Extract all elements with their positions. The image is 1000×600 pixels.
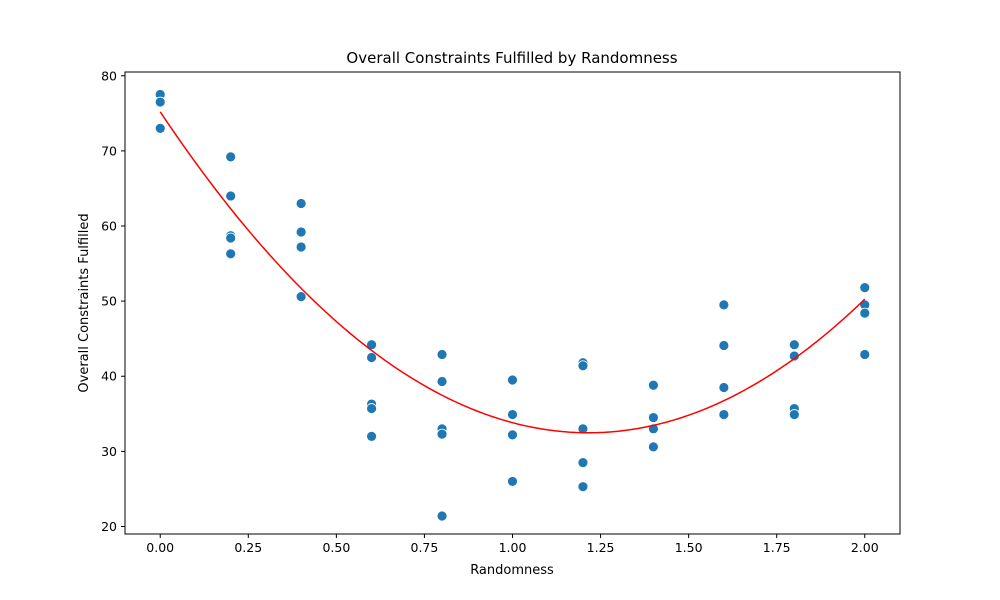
data-point [577,360,589,372]
data-point [295,198,307,209]
x-tick-label: 1.50 [675,540,703,555]
data-point [225,232,237,244]
x-tick-label: 2.00 [851,540,879,555]
data-point [225,190,237,202]
y-axis: 20 30 40 50 60 70 80 [101,68,125,534]
y-tick-label: 70 [101,143,117,158]
data-point [225,151,237,163]
data-point [366,430,377,442]
x-tick-label: 1.00 [499,540,527,555]
y-tick-label: 50 [101,294,117,309]
data-point [436,510,448,522]
data-point [507,429,518,441]
data-point [648,379,659,391]
data-point [577,423,589,435]
y-tick-label: 40 [101,369,117,384]
data-point [859,282,871,294]
data-point [366,352,377,363]
y-tick-label: 30 [101,444,117,459]
data-point [295,241,307,253]
data-point [648,441,659,453]
x-tick-label: 0.25 [234,540,262,555]
data-point [154,96,166,108]
data-point [788,350,800,362]
y-tick-label: 20 [101,519,117,534]
x-axis-label: Randomness [470,563,554,578]
data-point [295,226,307,238]
data-point [577,457,589,469]
x-tick-label: 0.75 [411,540,439,555]
y-axis-label: Overall Constraints Fulfilled [77,213,92,392]
data-point [788,409,800,420]
data-point [718,299,730,311]
data-point [507,476,518,487]
data-point [648,412,659,423]
data-point [295,291,307,303]
x-tick-label: 0.00 [146,540,174,555]
data-point [718,409,730,420]
y-tick-label: 80 [101,68,117,83]
chart-title: Overall Constraints Fulfilled by Randomn… [346,49,677,67]
data-point [436,428,448,440]
x-tick-label: 0.50 [322,540,350,555]
y-tick-label: 60 [101,219,117,234]
data-point [436,349,448,360]
data-point [225,248,237,260]
data-point [154,122,166,134]
data-point [788,339,800,351]
data-point [507,374,518,386]
data-point [718,340,730,351]
data-point [859,349,871,360]
fit-line [159,111,866,434]
data-point [859,307,871,319]
x-axis: 0.00 0.25 0.50 0.75 1.00 1.25 1.50 1.75 2.00 [146,534,879,555]
x-tick-label: 1.25 [587,540,615,555]
plot-area [154,89,871,522]
data-point [507,409,518,420]
data-point [366,403,377,414]
data-point [718,382,730,393]
data-point [577,481,589,493]
data-point [436,376,448,387]
x-tick-label: 1.75 [763,540,791,555]
